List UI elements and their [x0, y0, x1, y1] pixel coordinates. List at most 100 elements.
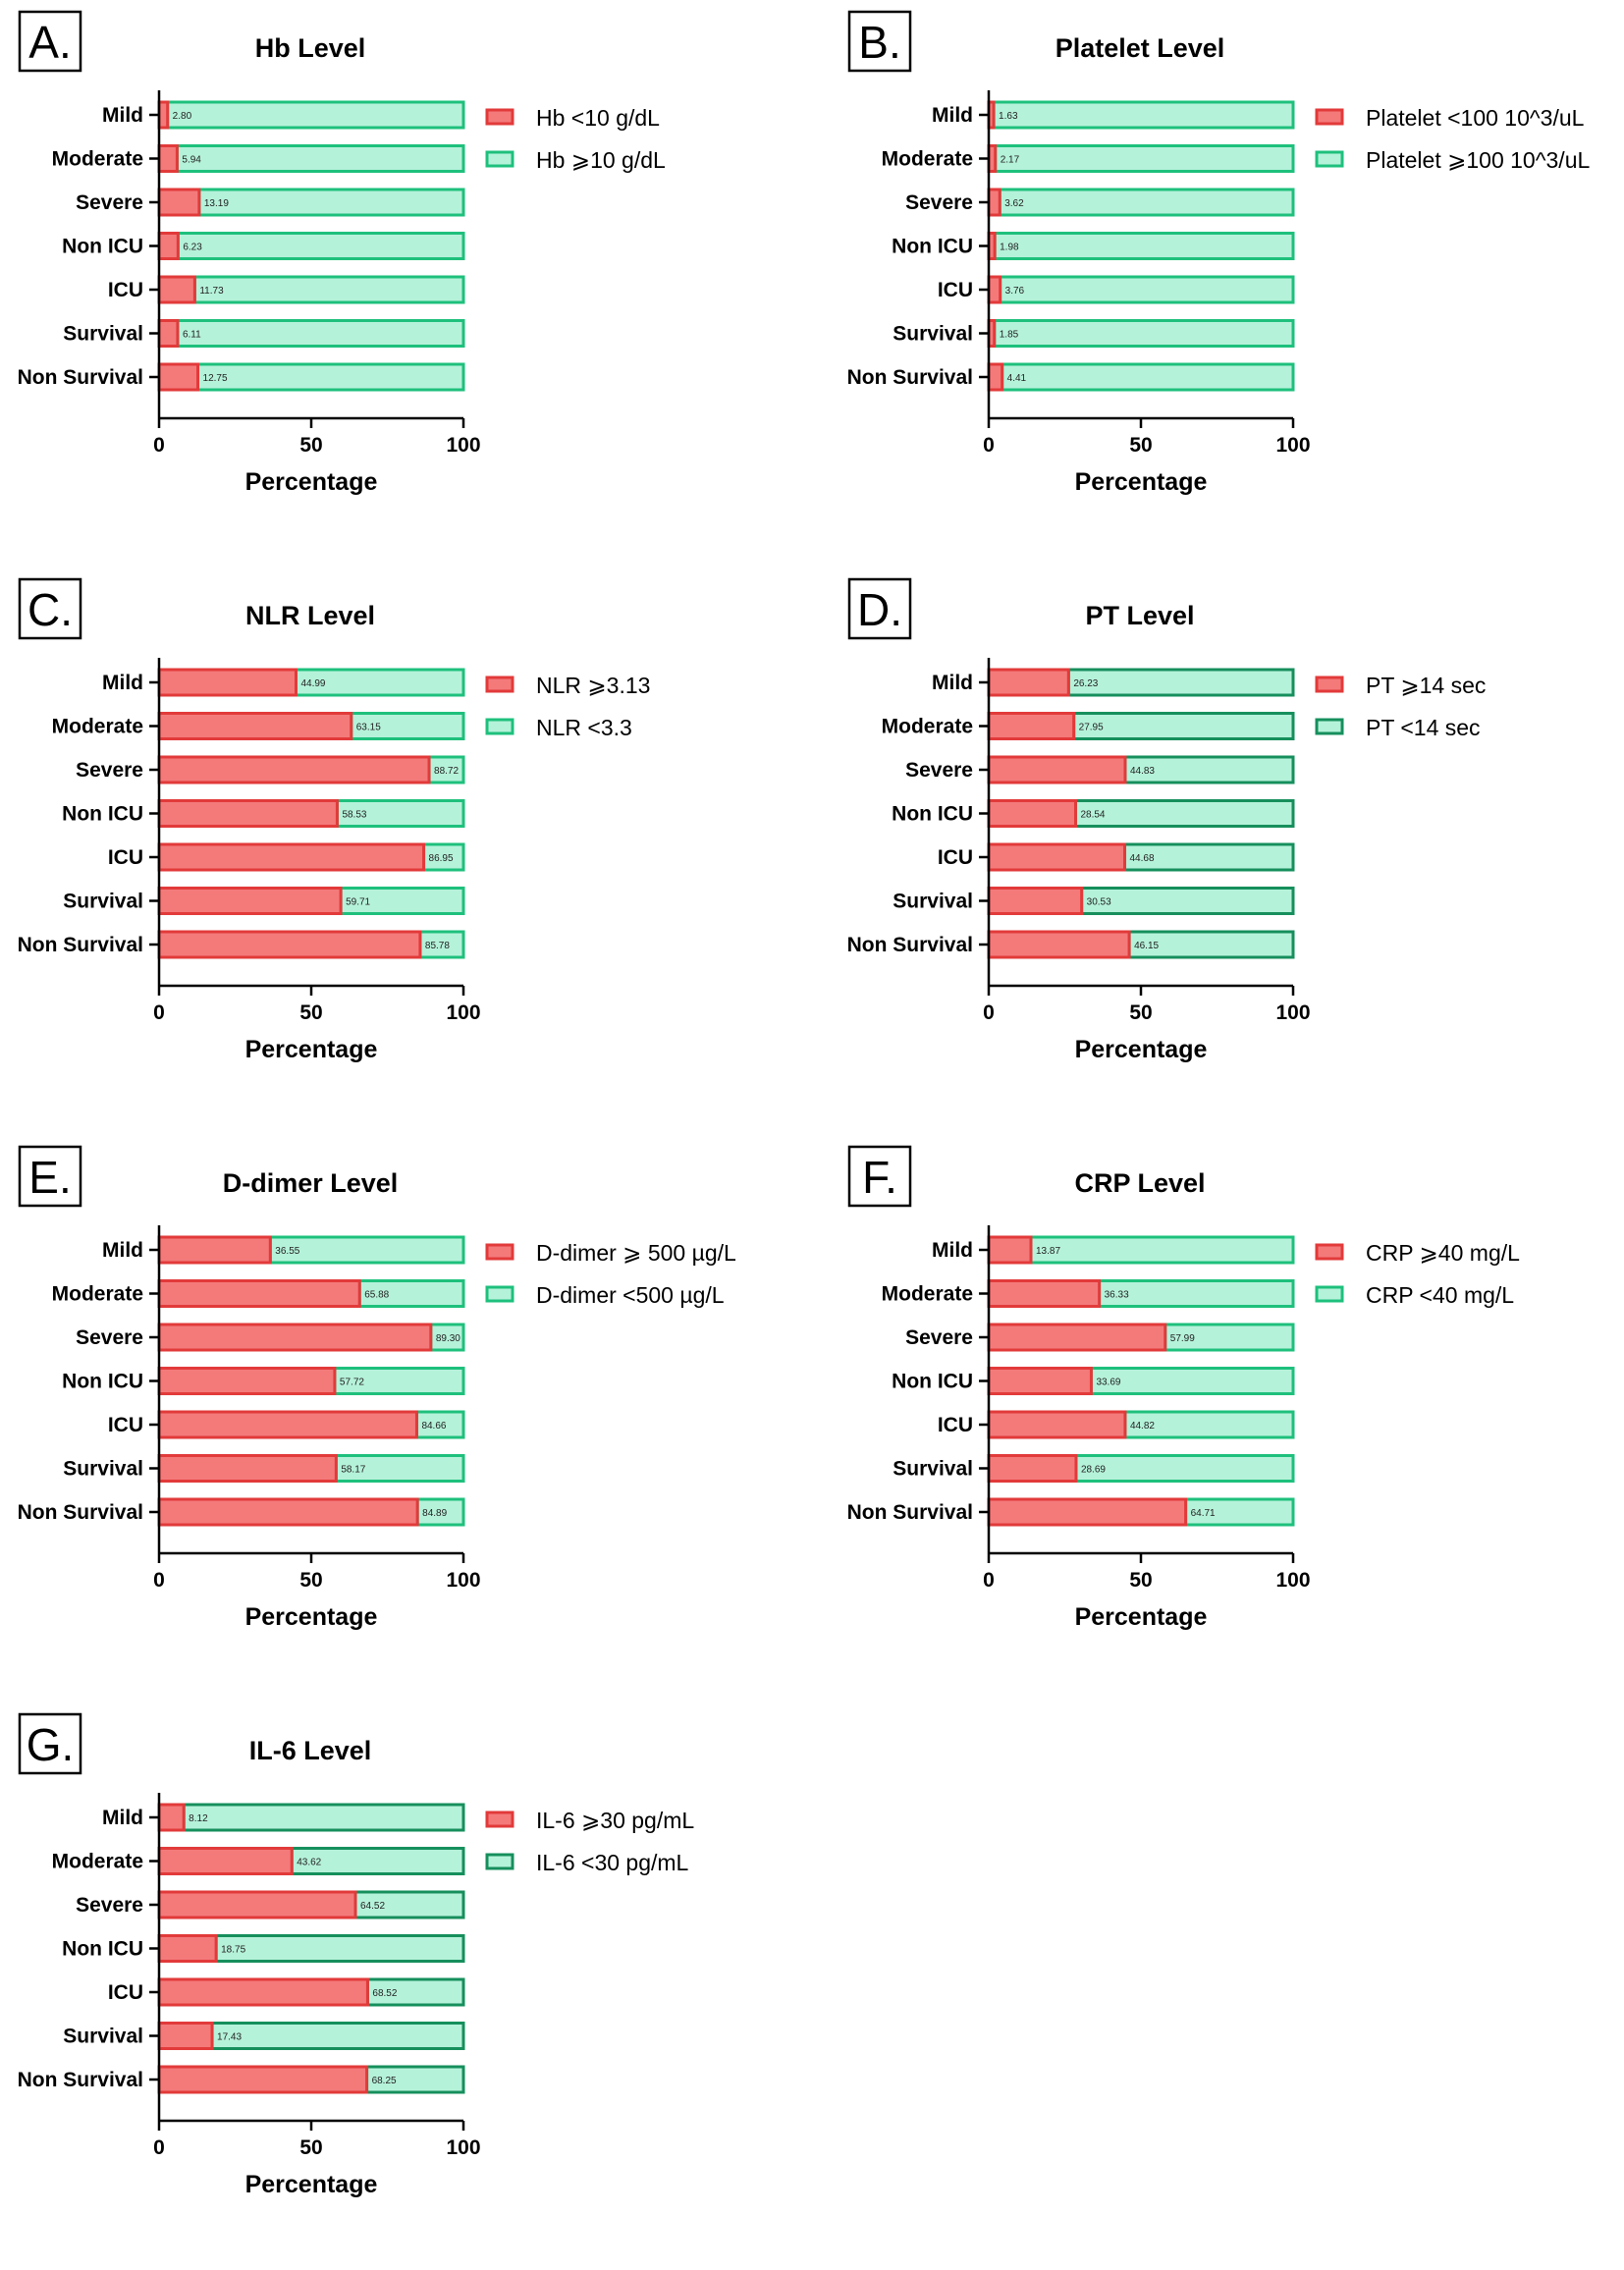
bar-segment-red	[157, 1323, 433, 1352]
chart-svg: D. PT Level 26.23 Mild 27.95 Moderate 44.83 Sev…	[847, 577, 1486, 1063]
data-label: 68.52	[372, 1988, 397, 1999]
bar-segment-red	[157, 1803, 186, 1832]
bar-segment-red	[157, 668, 298, 697]
bar-segment-green	[993, 319, 1295, 348]
data-label: 58.17	[341, 1465, 365, 1476]
chart-svg: G. IL-6 Level 8.12 Mild 43.62 Moderate 64.52 Se…	[18, 1712, 694, 2198]
data-label: 85.78	[425, 941, 450, 951]
bar-segment-red	[157, 1497, 419, 1527]
bar-segment-green	[175, 144, 465, 173]
data-label: 44.82	[1130, 1421, 1155, 1432]
category-label: Non ICU	[62, 1371, 143, 1393]
bar-segment-red	[987, 1367, 1093, 1395]
data-label: 63.15	[356, 723, 381, 733]
chart-title: Platelet Level	[1056, 33, 1225, 63]
category-label: Survival	[63, 323, 143, 346]
data-label: 2.17	[1001, 155, 1020, 166]
chart-title: PT Level	[1085, 601, 1194, 630]
category-label: ICU	[108, 846, 143, 869]
data-label: 3.76	[1005, 286, 1025, 297]
bar-segment-green	[1072, 712, 1295, 740]
bar-segment-red	[157, 1279, 361, 1308]
bar-segment-red	[987, 1410, 1127, 1439]
category-label: Mild	[102, 104, 143, 127]
category-label: Severe	[76, 759, 143, 782]
bar-segment-red	[987, 1235, 1033, 1265]
category-label: ICU	[938, 1414, 973, 1436]
legend-swatch-red	[485, 1243, 514, 1261]
data-label: 1.98	[1000, 243, 1019, 253]
panel-letter-box	[18, 577, 82, 640]
data-label: 12.75	[203, 373, 228, 384]
category-label: Non Survival	[847, 1501, 973, 1524]
category-label: Non Survival	[847, 366, 973, 389]
bar-segment-green	[1066, 668, 1295, 697]
bar-segment-red	[987, 712, 1076, 740]
data-label: 57.99	[1170, 1333, 1195, 1344]
x-tick-label: 50	[1129, 1569, 1152, 1592]
legend-label: D-dimer <500 µg/L	[536, 1282, 725, 1308]
panel-letter-text: C.	[27, 584, 73, 635]
bar-segment-green	[998, 188, 1295, 217]
bar-segment-red	[157, 144, 179, 173]
chart-title: CRP Level	[1074, 1168, 1205, 1198]
x-tick-label: 50	[299, 2136, 322, 2159]
legend-swatch-green	[1315, 718, 1344, 735]
bar-segment-red	[987, 275, 1002, 304]
panel-letter-box	[847, 1145, 912, 1208]
category-label: Non ICU	[892, 1371, 973, 1393]
bar-segment-green	[1001, 362, 1295, 392]
panel-letter-box	[18, 1712, 82, 1775]
x-tick-label: 100	[1275, 1001, 1310, 1024]
category-label: ICU	[108, 279, 143, 301]
data-label: 88.72	[434, 766, 459, 777]
legend: Hb <10 g/dL Hb ⩾10 g/dL	[485, 105, 666, 173]
legend-label: Hb ⩾10 g/dL	[536, 147, 666, 173]
chart-svg: C. NLR Level 44.99 Mild 63.15 Moderate 88.72 Se…	[18, 577, 650, 1063]
data-label: 17.43	[217, 2032, 242, 2043]
legend: Platelet <100 10^3/uL Platelet ⩾100 10^3/…	[1315, 105, 1590, 173]
x-tick-label: 100	[446, 434, 480, 457]
panel-letter: C.	[18, 577, 82, 640]
data-label: 43.62	[297, 1858, 321, 1868]
bar-segment-red	[157, 100, 170, 130]
bar-segment-red	[157, 1890, 357, 1919]
panel-letter-box	[847, 10, 912, 73]
legend-swatch-red	[485, 108, 514, 126]
x-tick-label: 100	[1275, 1569, 1310, 1592]
data-label: 44.68	[1130, 853, 1155, 864]
data-label: 2.80	[173, 111, 192, 122]
chart-panel: F. CRP Level 13.87 Mild 36.33 Moderate 57.99 Se…	[830, 1135, 1624, 1702]
category-label: Severe	[76, 191, 143, 214]
x-axis-label: Percentage	[245, 2171, 378, 2198]
data-label: 57.72	[340, 1378, 364, 1388]
category-label: Mild	[932, 672, 973, 694]
data-label: 84.66	[421, 1421, 446, 1432]
x-tick-label: 0	[153, 2136, 165, 2159]
bar-segment-green	[1123, 842, 1295, 872]
bar-segment-red	[987, 842, 1127, 872]
data-label: 6.11	[183, 330, 201, 341]
category-label: Severe	[905, 759, 973, 782]
bar-segment-green	[365, 1977, 465, 2007]
bar-segment-green	[992, 100, 1295, 130]
data-label: 64.71	[1191, 1508, 1216, 1519]
bar-segment-red	[987, 668, 1070, 697]
panel-letter: D.	[847, 577, 912, 640]
data-label: 1.85	[1000, 330, 1019, 341]
bar-segment-green	[993, 232, 1295, 260]
x-tick-label: 0	[153, 1001, 165, 1024]
bar-segment-green	[182, 1803, 465, 1832]
category-label: Mild	[102, 672, 143, 694]
category-label: Non Survival	[18, 934, 143, 956]
bar-segment-red	[157, 1454, 338, 1483]
category-label: Moderate	[52, 148, 143, 171]
x-tick-label: 50	[1129, 1001, 1152, 1024]
data-label: 4.41	[1007, 373, 1027, 384]
legend-swatch-green	[485, 1853, 514, 1870]
panel-letter-text: A.	[28, 17, 71, 68]
category-label: Survival	[63, 891, 143, 913]
data-label: 36.55	[275, 1246, 299, 1257]
data-label: 6.23	[183, 243, 202, 253]
data-label: 44.99	[300, 678, 325, 689]
